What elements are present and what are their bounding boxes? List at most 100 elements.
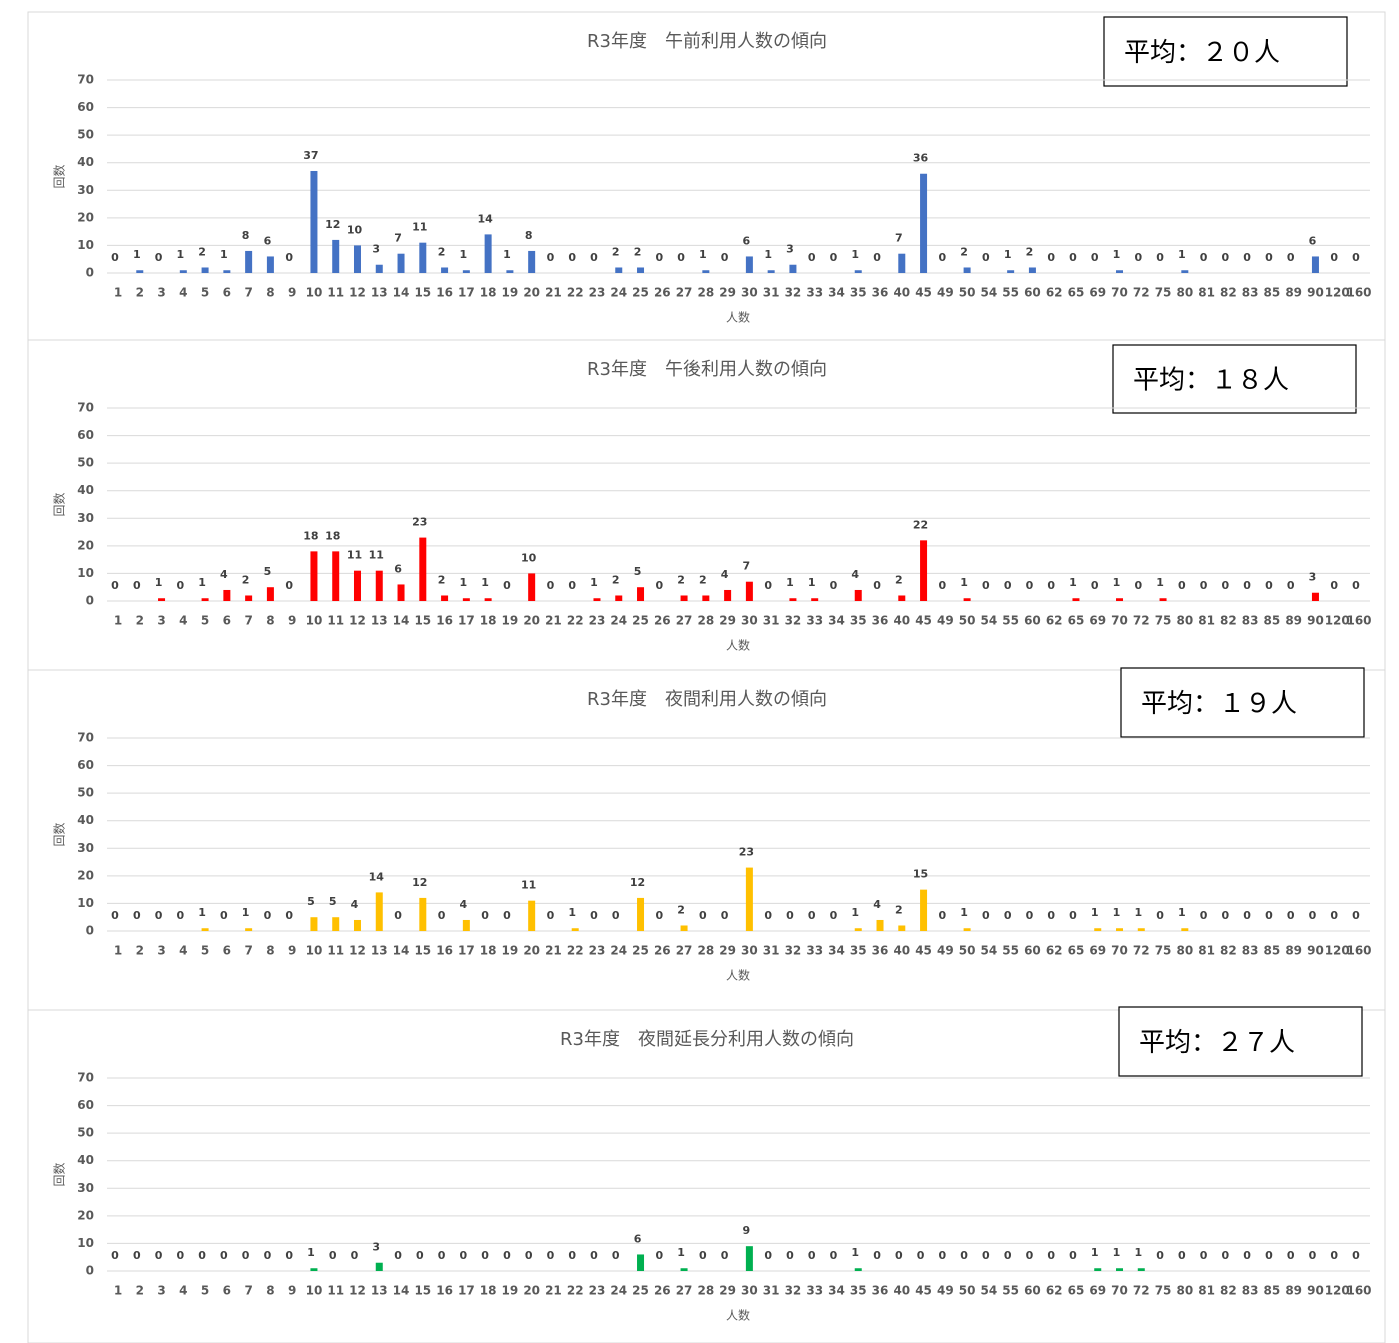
data-label: 0 xyxy=(699,1249,707,1262)
x-tick-label: 25 xyxy=(632,286,649,300)
data-label: 1 xyxy=(176,248,184,261)
x-tick-label: 82 xyxy=(1220,614,1237,628)
bar xyxy=(1116,598,1124,601)
bar xyxy=(353,919,361,931)
x-tick-label: 7 xyxy=(244,944,252,958)
x-tick-label: 33 xyxy=(806,614,823,628)
y-tick-label: 20 xyxy=(77,210,94,224)
bar xyxy=(332,239,340,273)
y-tick-label: 10 xyxy=(77,566,94,580)
data-label: 0 xyxy=(547,1249,555,1262)
x-tick-label: 83 xyxy=(1242,944,1259,958)
data-label: 0 xyxy=(873,1249,881,1262)
data-label: 3 xyxy=(372,1241,380,1254)
data-label: 1 xyxy=(1178,248,1186,261)
x-tick-label: 19 xyxy=(502,1284,519,1298)
y-tick-label: 20 xyxy=(77,1208,94,1222)
x-tick-label: 6 xyxy=(223,1284,231,1298)
data-label: 0 xyxy=(1243,579,1251,592)
bar xyxy=(1116,928,1124,931)
bar xyxy=(920,540,928,601)
data-label: 7 xyxy=(394,232,402,245)
data-label: 7 xyxy=(743,560,751,573)
y-tick-label: 50 xyxy=(77,1126,94,1140)
bar xyxy=(419,537,427,601)
data-label: 0 xyxy=(1047,1249,1055,1262)
data-label: 0 xyxy=(939,909,947,922)
data-label: 10 xyxy=(521,551,537,564)
data-label: 0 xyxy=(982,909,990,922)
data-label: 1 xyxy=(960,576,968,589)
x-tick-label: 8 xyxy=(266,614,274,628)
x-tick-label: 26 xyxy=(654,286,671,300)
x-tick-label: 10 xyxy=(306,614,323,628)
x-tick-label: 13 xyxy=(371,286,388,300)
data-label: 1 xyxy=(786,576,794,589)
data-label: 0 xyxy=(198,1249,206,1262)
y-tick-label: 40 xyxy=(77,483,94,497)
data-label: 0 xyxy=(264,909,272,922)
data-label: 0 xyxy=(873,251,881,264)
data-label: 7 xyxy=(895,232,903,245)
y-tick-label: 0 xyxy=(86,1264,94,1278)
x-tick-label: 16 xyxy=(436,614,453,628)
x-tick-label: 50 xyxy=(959,286,976,300)
data-label: 0 xyxy=(1047,909,1055,922)
data-label: 0 xyxy=(830,579,838,592)
average-label: 平均：１８人 xyxy=(1133,366,1289,396)
x-tick-label: 50 xyxy=(959,944,976,958)
x-tick-label: 83 xyxy=(1242,1284,1259,1298)
x-tick-label: 16 xyxy=(436,944,453,958)
data-label: 0 xyxy=(655,909,663,922)
bar xyxy=(615,267,623,273)
x-tick-label: 89 xyxy=(1285,1284,1302,1298)
bar xyxy=(1181,270,1189,273)
data-label: 0 xyxy=(873,579,881,592)
bar xyxy=(724,589,732,601)
x-tick-label: 60 xyxy=(1024,944,1041,958)
data-label: 1 xyxy=(851,906,859,919)
x-tick-label: 75 xyxy=(1155,286,1172,300)
data-label: 11 xyxy=(412,221,427,234)
data-label: 0 xyxy=(1222,579,1230,592)
y-axis-title: 回数 xyxy=(52,822,67,846)
x-tick-label: 75 xyxy=(1155,944,1172,958)
bar xyxy=(1311,592,1319,601)
x-tick-label: 90 xyxy=(1307,614,1324,628)
y-tick-label: 0 xyxy=(86,924,94,938)
bar xyxy=(375,892,383,931)
x-tick-label: 14 xyxy=(393,614,410,628)
y-tick-label: 0 xyxy=(86,594,94,608)
data-label: 1 xyxy=(1113,906,1121,919)
x-tick-label: 19 xyxy=(502,614,519,628)
y-tick-label: 10 xyxy=(77,238,94,252)
data-label: 0 xyxy=(1287,251,1295,264)
x-tick-label: 27 xyxy=(676,286,693,300)
x-tick-label: 29 xyxy=(719,944,736,958)
data-label: 0 xyxy=(242,1249,250,1262)
x-axis-title: 人数 xyxy=(726,968,750,983)
data-label: 0 xyxy=(329,1249,337,1262)
x-tick-label: 72 xyxy=(1133,1284,1150,1298)
data-label: 0 xyxy=(1287,579,1295,592)
x-tick-label: 81 xyxy=(1198,614,1215,628)
data-label: 1 xyxy=(1004,248,1012,261)
data-label: 0 xyxy=(1134,579,1142,592)
data-label: 0 xyxy=(786,1249,794,1262)
data-label: 0 xyxy=(285,579,293,592)
x-tick-label: 36 xyxy=(872,286,889,300)
y-tick-label: 40 xyxy=(77,1153,94,1167)
x-tick-label: 5 xyxy=(201,1284,209,1298)
x-tick-label: 30 xyxy=(741,286,758,300)
data-label: 0 xyxy=(133,579,141,592)
data-label: 0 xyxy=(1178,579,1186,592)
bar xyxy=(1116,270,1124,273)
bar xyxy=(310,917,318,931)
x-tick-label: 45 xyxy=(915,1284,932,1298)
x-tick-label: 16 xyxy=(436,1284,453,1298)
data-label: 1 xyxy=(1134,906,1142,919)
data-label: 0 xyxy=(1352,1249,1360,1262)
x-tick-label: 22 xyxy=(567,1284,584,1298)
x-tick-label: 1 xyxy=(114,614,122,628)
data-label: 4 xyxy=(873,898,881,911)
